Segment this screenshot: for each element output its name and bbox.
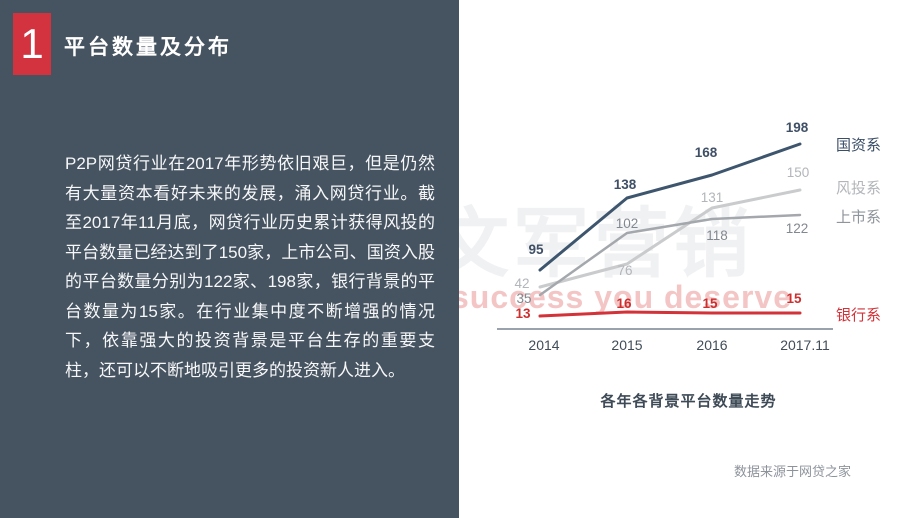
data-label-state-owned-2016: 168 (695, 145, 718, 160)
data-label-bank-2014: 13 (515, 306, 531, 321)
series-line-venture-capital (538, 188, 802, 289)
data-label-state-owned-2015: 138 (614, 177, 637, 192)
data-label-bank-2017.11: 15 (786, 291, 802, 306)
data-label-listed-company-2014: 35 (516, 291, 531, 306)
series-line-state-owned (538, 142, 802, 272)
x-tick-2016: 2016 (696, 337, 727, 353)
data-label-venture-capital-2014: 42 (514, 276, 529, 291)
data-label-listed-company-2017.11: 122 (786, 221, 809, 236)
legend-label-bank: 银行系 (836, 307, 881, 324)
data-label-listed-company-2016: 118 (706, 228, 728, 243)
chart-title: 各年各背景平台数量走势 (600, 393, 777, 410)
legend-label-state-owned: 国资系 (836, 137, 881, 154)
series-line-bank (538, 310, 802, 318)
x-tick-2015: 2015 (611, 337, 642, 353)
data-label-state-owned-2014: 95 (528, 242, 544, 257)
section-number: 1 (20, 20, 44, 67)
data-label-venture-capital-2017.11: 150 (787, 165, 810, 180)
data-source-note: 数据来源于网贷之家 (733, 464, 851, 479)
data-label-venture-capital-2015: 76 (617, 263, 632, 278)
data-label-bank-2016: 15 (702, 296, 718, 311)
chart-panel: 文军营销 success you deserve 95 138 168 198 国资系 4… (459, 0, 918, 518)
data-label-bank-2015: 16 (616, 296, 632, 311)
x-tick-2017.11: 2017.11 (780, 337, 830, 353)
legend-label-listed-company: 上市系 (836, 209, 881, 226)
section-number-badge: 1 (13, 13, 51, 75)
intro-paragraph: P2P网贷行业在2017年形势依旧艰巨，但是仍然有大量资本看好未来的发展，涌入网… (65, 154, 435, 380)
watermark-en: success you deserve (459, 279, 792, 315)
series-line-listed-company (538, 213, 802, 297)
left-text-panel: 1 平台数量及分布 P2P网贷行业在2017年形势依旧艰巨，但是仍然有大量资本看… (0, 0, 459, 518)
data-label-listed-company-2015: 102 (616, 216, 639, 231)
line-chart: 95 138 168 198 国资系 42 76 131 150 风投系 35 102 118 122 上市… (497, 120, 881, 353)
x-tick-2014: 2014 (528, 337, 559, 353)
legend-label-venture-capital: 风投系 (836, 180, 881, 197)
data-label-state-owned-2017.11: 198 (786, 120, 809, 135)
slide-title: 平台数量及分布 (64, 36, 232, 59)
data-label-venture-capital-2016: 131 (701, 190, 724, 205)
